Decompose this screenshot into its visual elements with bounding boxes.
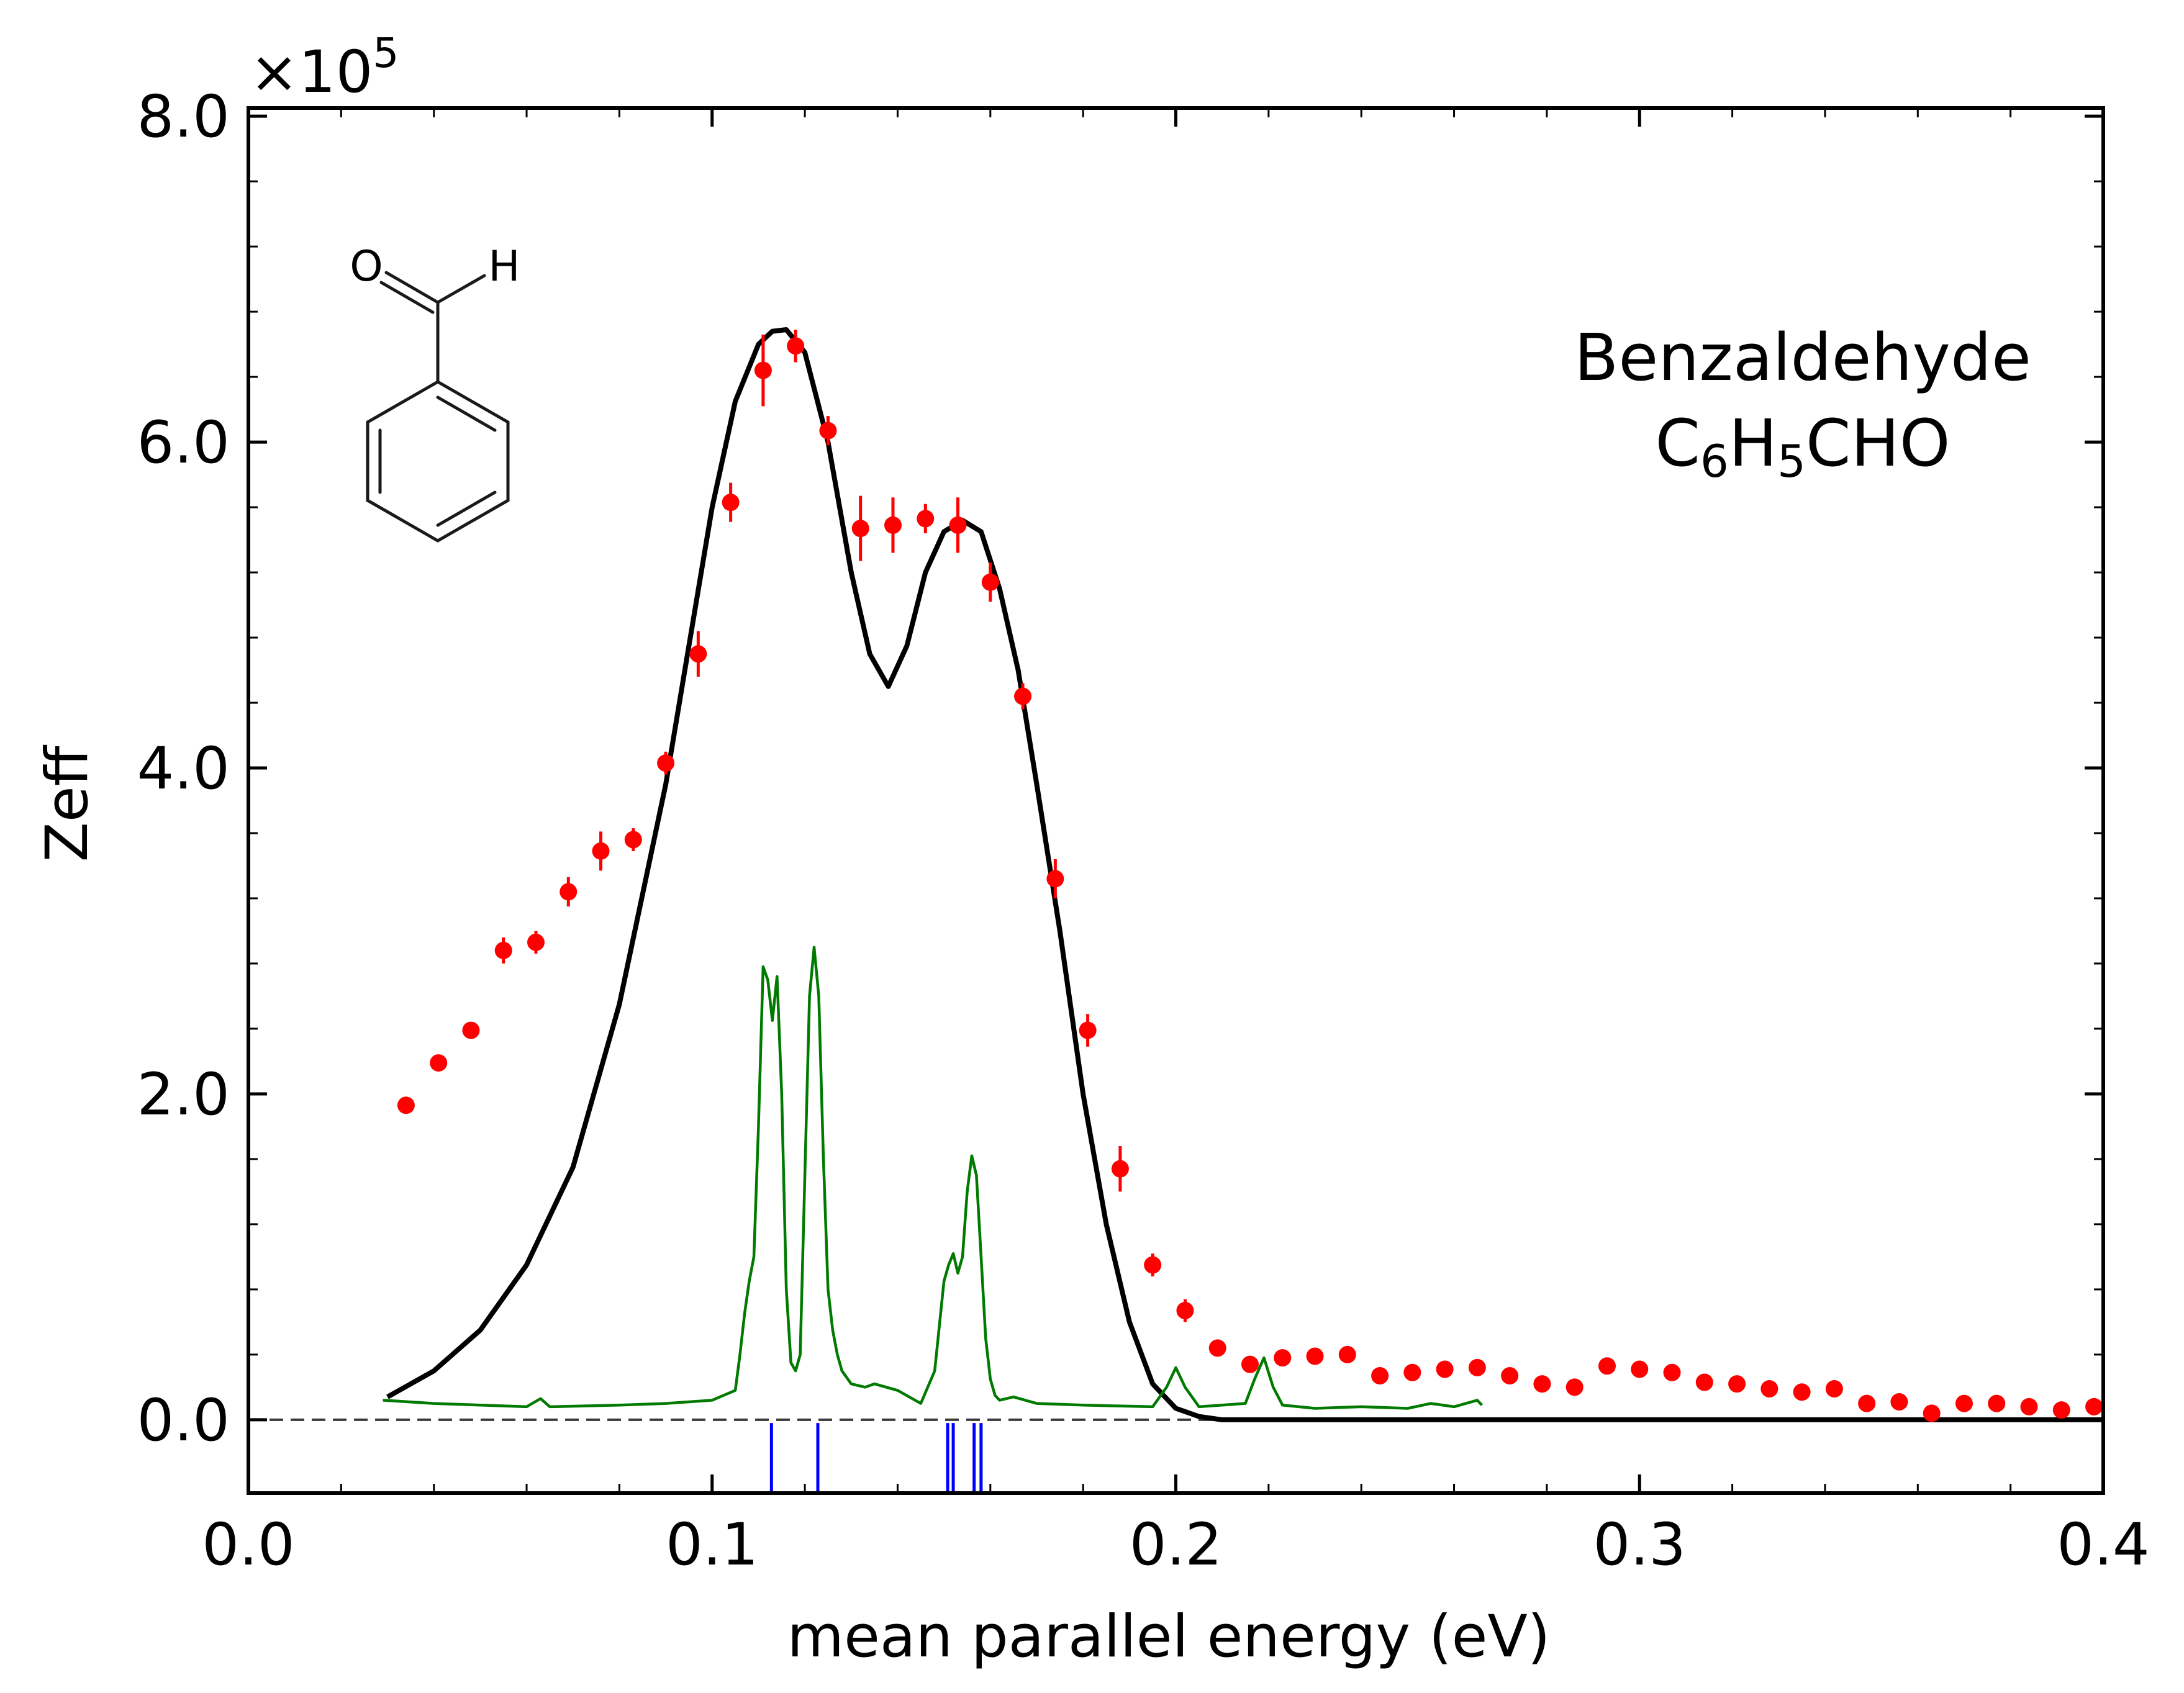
data-point [1403, 1363, 1421, 1381]
data-point [657, 754, 675, 772]
formula-c: C [1655, 405, 1700, 481]
data-point [1468, 1358, 1486, 1376]
data-point [2052, 1401, 2070, 1419]
molecule-formula: C6H5CHO [1655, 405, 1950, 487]
data-point [1728, 1375, 1746, 1393]
data-point [1695, 1373, 1713, 1391]
data-point [1111, 1160, 1129, 1178]
data-point [2085, 1397, 2103, 1415]
data-point [1533, 1375, 1551, 1393]
data-point [1501, 1367, 1519, 1385]
data-point [624, 831, 642, 849]
y-tick-label: 2.0 [137, 1061, 230, 1129]
carbonyl-double-bond-b [379, 281, 435, 314]
data-point [1955, 1394, 1973, 1412]
data-point [560, 883, 578, 901]
data-point [430, 1054, 448, 1072]
ring-double-bond-2 [436, 490, 497, 527]
y-scale-exponent: 5 [373, 29, 399, 77]
y-scale-base: ×10 [250, 38, 373, 106]
data-point [689, 645, 707, 663]
data-point [1890, 1393, 1908, 1411]
y-axis-label: Zeff [34, 744, 101, 862]
y-scale-factor: ×105 [250, 29, 399, 106]
x-tick-label: 0.0 [202, 1511, 295, 1579]
data-point [1858, 1394, 1876, 1412]
formula-h: H [1729, 405, 1777, 481]
data-point [592, 842, 610, 860]
data-point [1014, 687, 1032, 705]
plot-content [248, 327, 2103, 1493]
data-point [754, 361, 772, 379]
molecule-name: Benzaldehyde [1574, 320, 2031, 395]
y-tick-label: 0.0 [137, 1387, 230, 1455]
aldehyde-h-bond [436, 274, 486, 304]
data-point [1241, 1355, 1259, 1373]
data-point [1598, 1357, 1616, 1375]
data-point [1274, 1349, 1292, 1367]
data-point [1923, 1404, 1941, 1422]
benzene-ring [366, 380, 510, 543]
data-point [981, 573, 999, 591]
data-point [722, 494, 740, 512]
atom-label-o: O [350, 242, 383, 291]
data-point [397, 1096, 415, 1114]
plot-layer [248, 327, 2103, 1493]
data-point [1176, 1302, 1194, 1320]
carbonyl-double-bond-a [384, 271, 440, 304]
formula-c-subscript: 6 [1700, 435, 1729, 487]
ir-spectrum-line [383, 946, 1484, 1410]
data-point [1566, 1378, 1584, 1396]
data-point [1338, 1345, 1356, 1363]
data-point [1079, 1021, 1097, 1039]
data-point [1306, 1347, 1324, 1365]
benzaldehyde-structure-icon [366, 271, 510, 543]
data-point [1663, 1363, 1681, 1381]
data-point [1988, 1394, 2006, 1412]
x-tick-label: 0.3 [1593, 1511, 1687, 1579]
y-tick-label: 4.0 [137, 735, 230, 803]
x-tick-label: 0.4 [2057, 1511, 2150, 1579]
data-point [1760, 1380, 1778, 1398]
y-tick-label: 6.0 [137, 409, 230, 477]
data-point [787, 337, 805, 355]
data-point [1825, 1380, 1843, 1398]
x-axis-label: mean parallel energy (eV) [787, 1603, 1551, 1671]
formula-cho: CHO [1806, 405, 1951, 481]
data-point [1144, 1256, 1162, 1274]
tick-layer: 0.0 0.1 0.2 0.3 0.4 0.0 2.0 4.0 6.0 8.0 [137, 83, 2150, 1579]
data-point [527, 933, 545, 951]
data-point [1436, 1360, 1454, 1378]
atom-label-h: H [488, 242, 520, 291]
data-point [917, 510, 935, 528]
y-tick-label: 8.0 [137, 83, 230, 151]
data-point [1208, 1339, 1226, 1357]
data-point [462, 1021, 480, 1039]
ring-double-bond-1 [436, 395, 497, 432]
x-tick-label: 0.2 [1130, 1511, 1223, 1579]
data-point [819, 422, 837, 440]
data-point [884, 516, 902, 534]
data-point [1631, 1360, 1649, 1378]
data-point [1793, 1383, 1811, 1401]
data-point [949, 516, 967, 534]
data-point [851, 520, 869, 538]
x-tick-label: 0.1 [666, 1511, 759, 1579]
data-point [2020, 1397, 2038, 1415]
formula-h-subscript: 5 [1777, 435, 1806, 487]
data-point [1046, 870, 1064, 888]
data-point [1371, 1367, 1389, 1385]
data-point [494, 941, 512, 959]
